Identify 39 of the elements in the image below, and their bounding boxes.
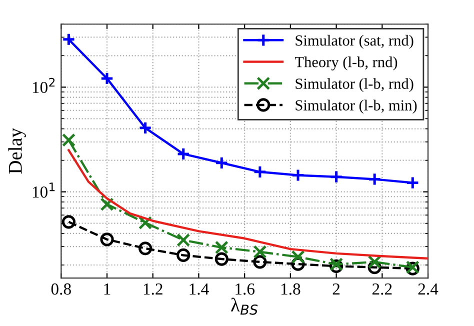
point — [291, 168, 305, 182]
point — [176, 147, 190, 161]
y-tick-label: 10$^{2}$ — [32, 78, 55, 94]
x-tick-label: 2.2 — [372, 283, 392, 295]
line-series — [68, 149, 428, 260]
point — [214, 240, 228, 254]
point — [368, 172, 382, 186]
x-tick-label: 1 — [104, 284, 110, 295]
legend-label: Simulator (l-b, min) — [296, 100, 417, 114]
legend-label: Simulator (l-b, rnd) — [296, 78, 414, 92]
x-axis-title: λ$_{BS}$ — [231, 298, 258, 315]
y-tick-label: 10$^{1}$ — [32, 182, 55, 198]
point — [138, 242, 152, 256]
y-axis-title: Delay — [8, 128, 26, 174]
x-tick-label: 1.4 — [190, 284, 209, 295]
x-tick-label: 2 — [332, 283, 340, 295]
point — [176, 233, 190, 247]
x-tick-label: 1.2 — [144, 283, 162, 295]
x-tick-label: 0.8 — [51, 283, 71, 295]
x-tick-label: 1.8 — [281, 283, 300, 295]
point — [291, 250, 305, 264]
point — [253, 245, 267, 259]
point — [100, 72, 114, 86]
x-tick-label: 2.4 — [418, 283, 438, 295]
point — [214, 252, 228, 266]
point — [214, 156, 228, 170]
point — [100, 232, 114, 246]
point — [253, 255, 267, 269]
point — [176, 248, 190, 262]
point — [138, 121, 152, 135]
point — [62, 215, 76, 229]
point — [62, 32, 76, 46]
point — [253, 165, 267, 179]
point — [62, 133, 76, 147]
x-tick-label: 1.6 — [236, 283, 255, 295]
legend-label: Theory (l-b, rnd) — [294, 56, 398, 70]
legend-label: Simulator (sat, rnd) — [296, 34, 414, 49]
point — [406, 176, 420, 190]
point — [329, 170, 344, 184]
